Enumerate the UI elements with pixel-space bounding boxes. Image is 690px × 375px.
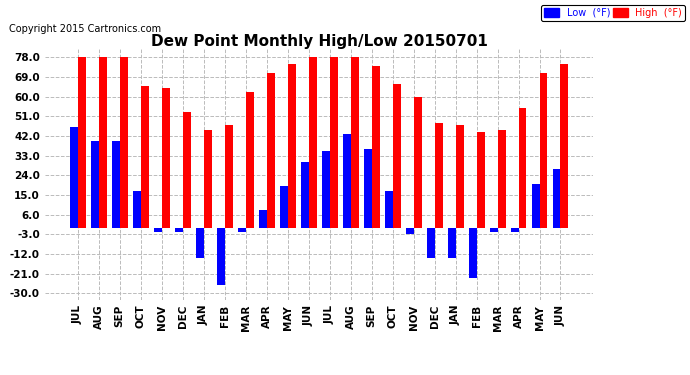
Bar [237,228,246,232]
Bar [279,186,288,228]
Bar [161,88,170,228]
Bar [351,57,359,228]
Bar [511,228,518,232]
Bar [225,125,233,228]
Bar [322,152,330,228]
Bar [266,73,275,228]
Bar [393,84,401,228]
Bar [469,228,477,278]
Bar [259,210,266,228]
Title: Dew Point Monthly High/Low 20150701: Dew Point Monthly High/Low 20150701 [150,34,488,49]
Bar [540,73,547,228]
Bar [384,191,393,228]
Bar [413,97,422,228]
Bar [455,125,464,228]
Bar [308,57,317,228]
Bar [531,184,540,228]
Bar [78,57,86,228]
Bar [112,141,120,228]
Bar [489,228,497,232]
Bar [343,134,351,228]
Bar [406,228,413,234]
Bar [183,112,190,228]
Legend: Low  (°F), High  (°F): Low (°F), High (°F) [542,5,685,21]
Bar [364,149,372,228]
Bar [560,64,569,228]
Bar [141,86,149,228]
Bar [196,228,204,258]
Bar [120,57,128,228]
Bar [175,228,183,232]
Bar [435,123,442,228]
Bar [497,130,506,228]
Bar [70,128,78,228]
Bar [217,228,225,285]
Bar [91,141,99,228]
Bar [99,57,107,228]
Bar [372,66,380,228]
Bar [204,130,212,228]
Bar [518,108,526,228]
Bar [301,162,308,228]
Bar [553,169,560,228]
Bar [132,191,141,228]
Bar [288,64,295,228]
Bar [477,132,484,228]
Bar [426,228,435,258]
Bar [154,228,161,232]
Bar [330,57,337,228]
Text: Copyright 2015 Cartronics.com: Copyright 2015 Cartronics.com [9,24,161,34]
Bar [246,93,254,228]
Bar [448,228,455,258]
